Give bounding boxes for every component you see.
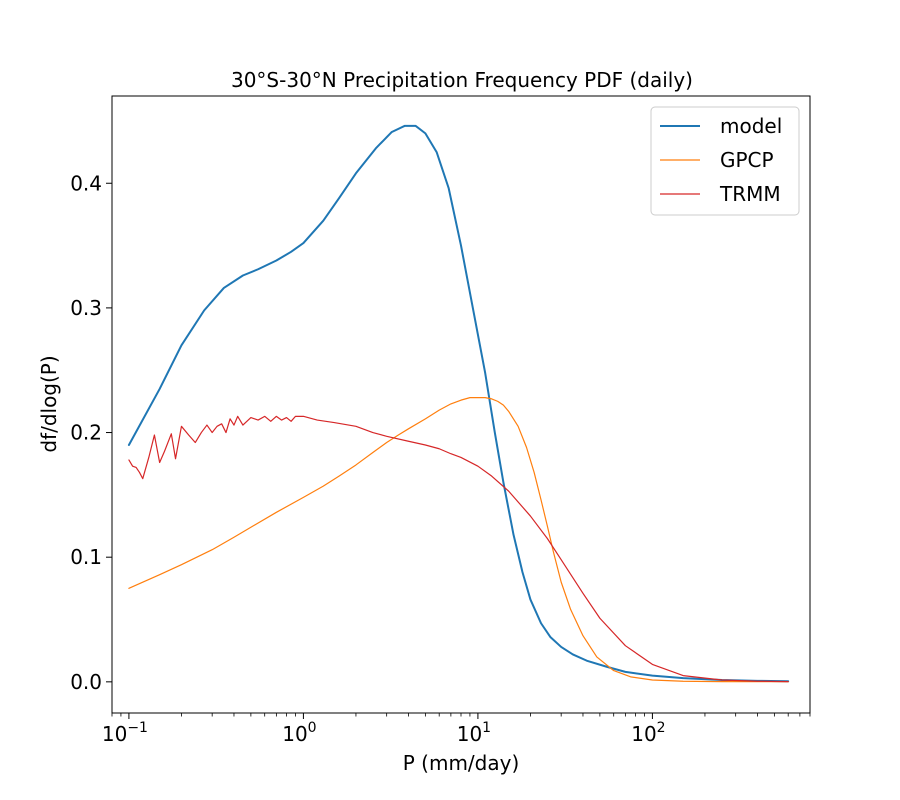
legend-label-gpcp: GPCP (720, 148, 774, 172)
y-tick-label: 0.2 (70, 421, 102, 445)
legend-label-trmm: TRMM (719, 182, 781, 206)
series-line-gpcp (128, 397, 789, 683)
y-axis-label: df/dlog(P) (37, 355, 61, 452)
y-axis-ticks: 0.0 0.1 0.2 0.3 0.4 (70, 171, 112, 694)
series-group (127, 124, 790, 683)
x-tick-label: 100 (282, 720, 316, 746)
y-tick-label: 0.4 (70, 171, 102, 195)
x-axis-label: P (mm/day) (403, 751, 520, 775)
x-axis-ticks: 10−1 100 101 102 (102, 713, 811, 746)
y-tick-label: 0.0 (70, 670, 102, 694)
legend-box (650, 106, 800, 216)
x-tick-label: 10−1 (102, 720, 148, 746)
legend-label-model: model (720, 114, 782, 138)
series-line-model (127, 124, 790, 683)
series-line-trmm (128, 415, 789, 683)
chart-title: 30°S-30°N Precipitation Frequency PDF (d… (231, 68, 693, 92)
x-tick-label: 102 (631, 720, 665, 746)
legend-entries: model GPCP TRMM (660, 114, 782, 206)
legend: model GPCP TRMM (650, 106, 800, 216)
y-tick-label: 0.3 (70, 296, 102, 320)
y-tick-label: 0.1 (70, 545, 102, 569)
x-tick-label: 101 (457, 720, 491, 746)
plot-area: 10−1 100 101 102 0.0 0.1 0.2 0.3 0.4 (70, 95, 811, 746)
